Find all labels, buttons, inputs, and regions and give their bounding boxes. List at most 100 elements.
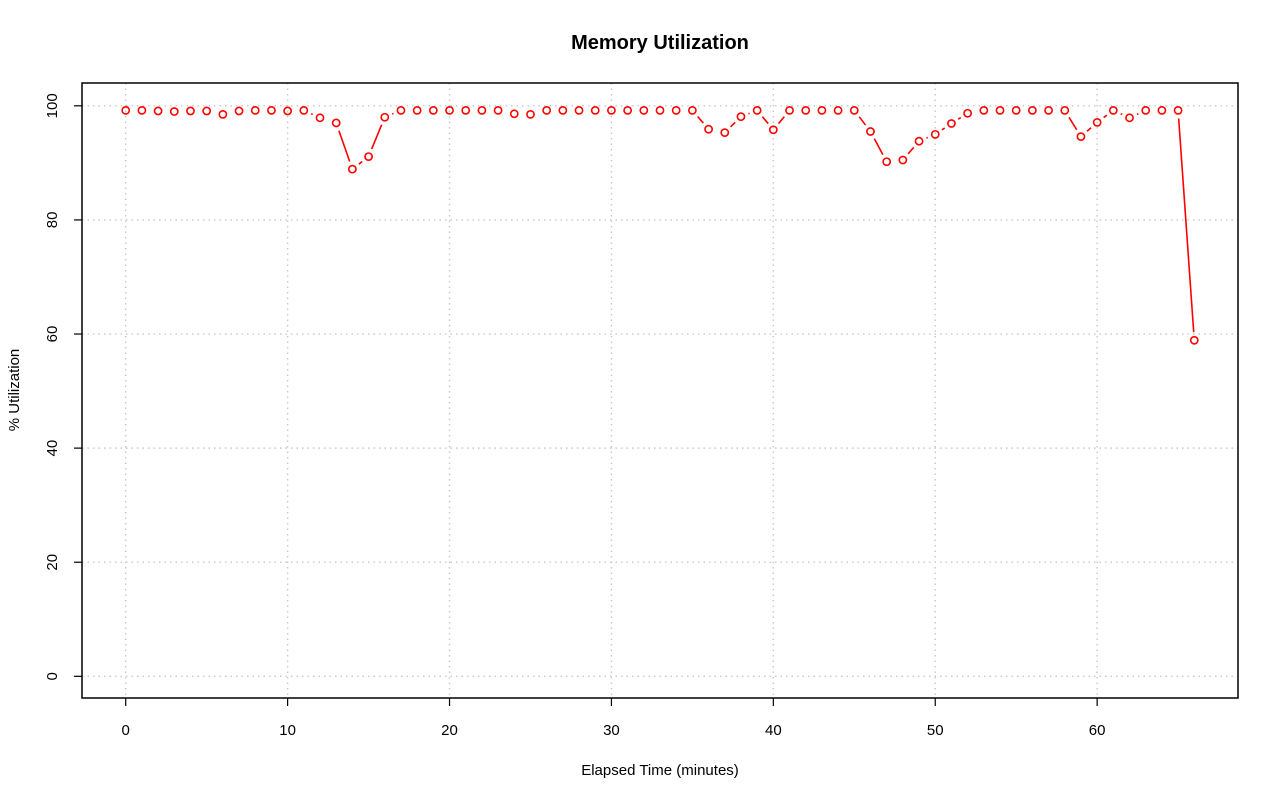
data-point bbox=[736, 112, 746, 122]
data-point bbox=[218, 109, 228, 119]
y-tick-label: 60 bbox=[44, 326, 61, 343]
data-point bbox=[849, 105, 859, 115]
data-point bbox=[477, 105, 487, 115]
series-segment bbox=[1136, 113, 1139, 116]
data-point bbox=[623, 105, 633, 115]
x-tick-label: 30 bbox=[603, 722, 620, 739]
series-segment bbox=[957, 116, 962, 120]
data-point bbox=[380, 112, 390, 122]
series-segment bbox=[858, 116, 867, 126]
data-point bbox=[1076, 132, 1086, 142]
series-segment bbox=[777, 116, 785, 125]
series-segment bbox=[873, 138, 884, 155]
data-point bbox=[493, 105, 503, 115]
chart-title: Memory Utilization bbox=[571, 32, 749, 54]
data-point bbox=[412, 105, 422, 115]
data-point bbox=[299, 105, 309, 115]
data-point bbox=[817, 105, 827, 115]
data-point bbox=[720, 128, 730, 138]
data-point bbox=[1141, 105, 1151, 115]
x-axis-label: Elapsed Time (minutes) bbox=[581, 762, 739, 779]
data-point bbox=[866, 127, 875, 136]
data-point bbox=[1173, 105, 1183, 115]
y-axis: 0 20 40 60 80 100 bbox=[44, 93, 82, 680]
series-segment bbox=[370, 124, 383, 150]
x-tick-label: 10 bbox=[279, 722, 296, 739]
series-segment bbox=[926, 136, 929, 139]
x-tick-label: 60 bbox=[1089, 722, 1106, 739]
data-point bbox=[153, 106, 163, 116]
data-point bbox=[1108, 105, 1118, 115]
x-tick-label: 0 bbox=[122, 722, 130, 739]
data-point bbox=[1189, 335, 1199, 345]
data-point bbox=[315, 113, 325, 123]
data-point bbox=[655, 105, 665, 115]
data-point bbox=[461, 105, 471, 115]
data-point bbox=[1092, 117, 1102, 127]
series-segment bbox=[761, 116, 769, 125]
data-point bbox=[1125, 113, 1134, 123]
x-tick-label: 20 bbox=[441, 722, 458, 739]
data-point bbox=[558, 105, 568, 115]
data-point bbox=[768, 125, 778, 135]
series-segment bbox=[1120, 113, 1123, 116]
data-point bbox=[1157, 105, 1167, 115]
data-point bbox=[590, 105, 600, 115]
data-point bbox=[1060, 105, 1070, 115]
data-point bbox=[509, 109, 519, 119]
data-point bbox=[1044, 105, 1053, 115]
data-point bbox=[752, 105, 762, 115]
data-point bbox=[930, 129, 940, 139]
data-point bbox=[396, 105, 406, 115]
data-point bbox=[607, 105, 616, 115]
data-point bbox=[283, 106, 293, 116]
y-tick-label: 80 bbox=[44, 212, 61, 229]
data-point bbox=[979, 105, 989, 115]
data-point bbox=[137, 105, 147, 115]
y-axis-label: % Utilization bbox=[6, 349, 23, 432]
y-tick-label: 40 bbox=[44, 440, 61, 457]
plot-frame bbox=[81, 82, 1239, 699]
series-segment bbox=[358, 160, 363, 165]
data-point bbox=[898, 155, 908, 165]
data-point bbox=[574, 105, 584, 115]
series-segment bbox=[729, 121, 736, 128]
series-segment bbox=[1103, 114, 1108, 119]
data-point bbox=[639, 105, 649, 115]
data-series bbox=[121, 105, 1199, 345]
data-point bbox=[169, 107, 179, 116]
data-point bbox=[882, 157, 892, 167]
data-point bbox=[267, 105, 276, 115]
data-point bbox=[833, 105, 843, 115]
data-point bbox=[947, 119, 956, 128]
data-point bbox=[1011, 105, 1021, 115]
data-point bbox=[202, 106, 212, 116]
data-point bbox=[1027, 105, 1037, 115]
y-tick-label: 100 bbox=[44, 93, 61, 118]
series-segment bbox=[1068, 116, 1078, 131]
data-point bbox=[785, 105, 794, 115]
data-point bbox=[234, 106, 244, 116]
data-point bbox=[364, 152, 373, 161]
data-point bbox=[914, 136, 924, 146]
data-point bbox=[186, 106, 195, 116]
data-point bbox=[445, 105, 454, 115]
data-point bbox=[428, 105, 438, 115]
series-segment bbox=[697, 116, 704, 124]
data-point bbox=[250, 105, 260, 115]
x-tick-label: 50 bbox=[927, 722, 944, 739]
x-tick-label: 40 bbox=[765, 722, 782, 739]
data-point bbox=[121, 105, 131, 115]
data-point bbox=[687, 105, 697, 115]
series-segment bbox=[941, 127, 946, 131]
data-point bbox=[526, 109, 535, 119]
series-segment bbox=[907, 146, 915, 155]
y-tick-label: 0 bbox=[44, 672, 61, 680]
data-point bbox=[963, 108, 973, 118]
series-segment bbox=[391, 112, 394, 115]
series-segment bbox=[338, 130, 351, 162]
data-point bbox=[542, 105, 552, 115]
x-axis: 0 10 20 30 40 50 60 bbox=[122, 698, 1106, 739]
